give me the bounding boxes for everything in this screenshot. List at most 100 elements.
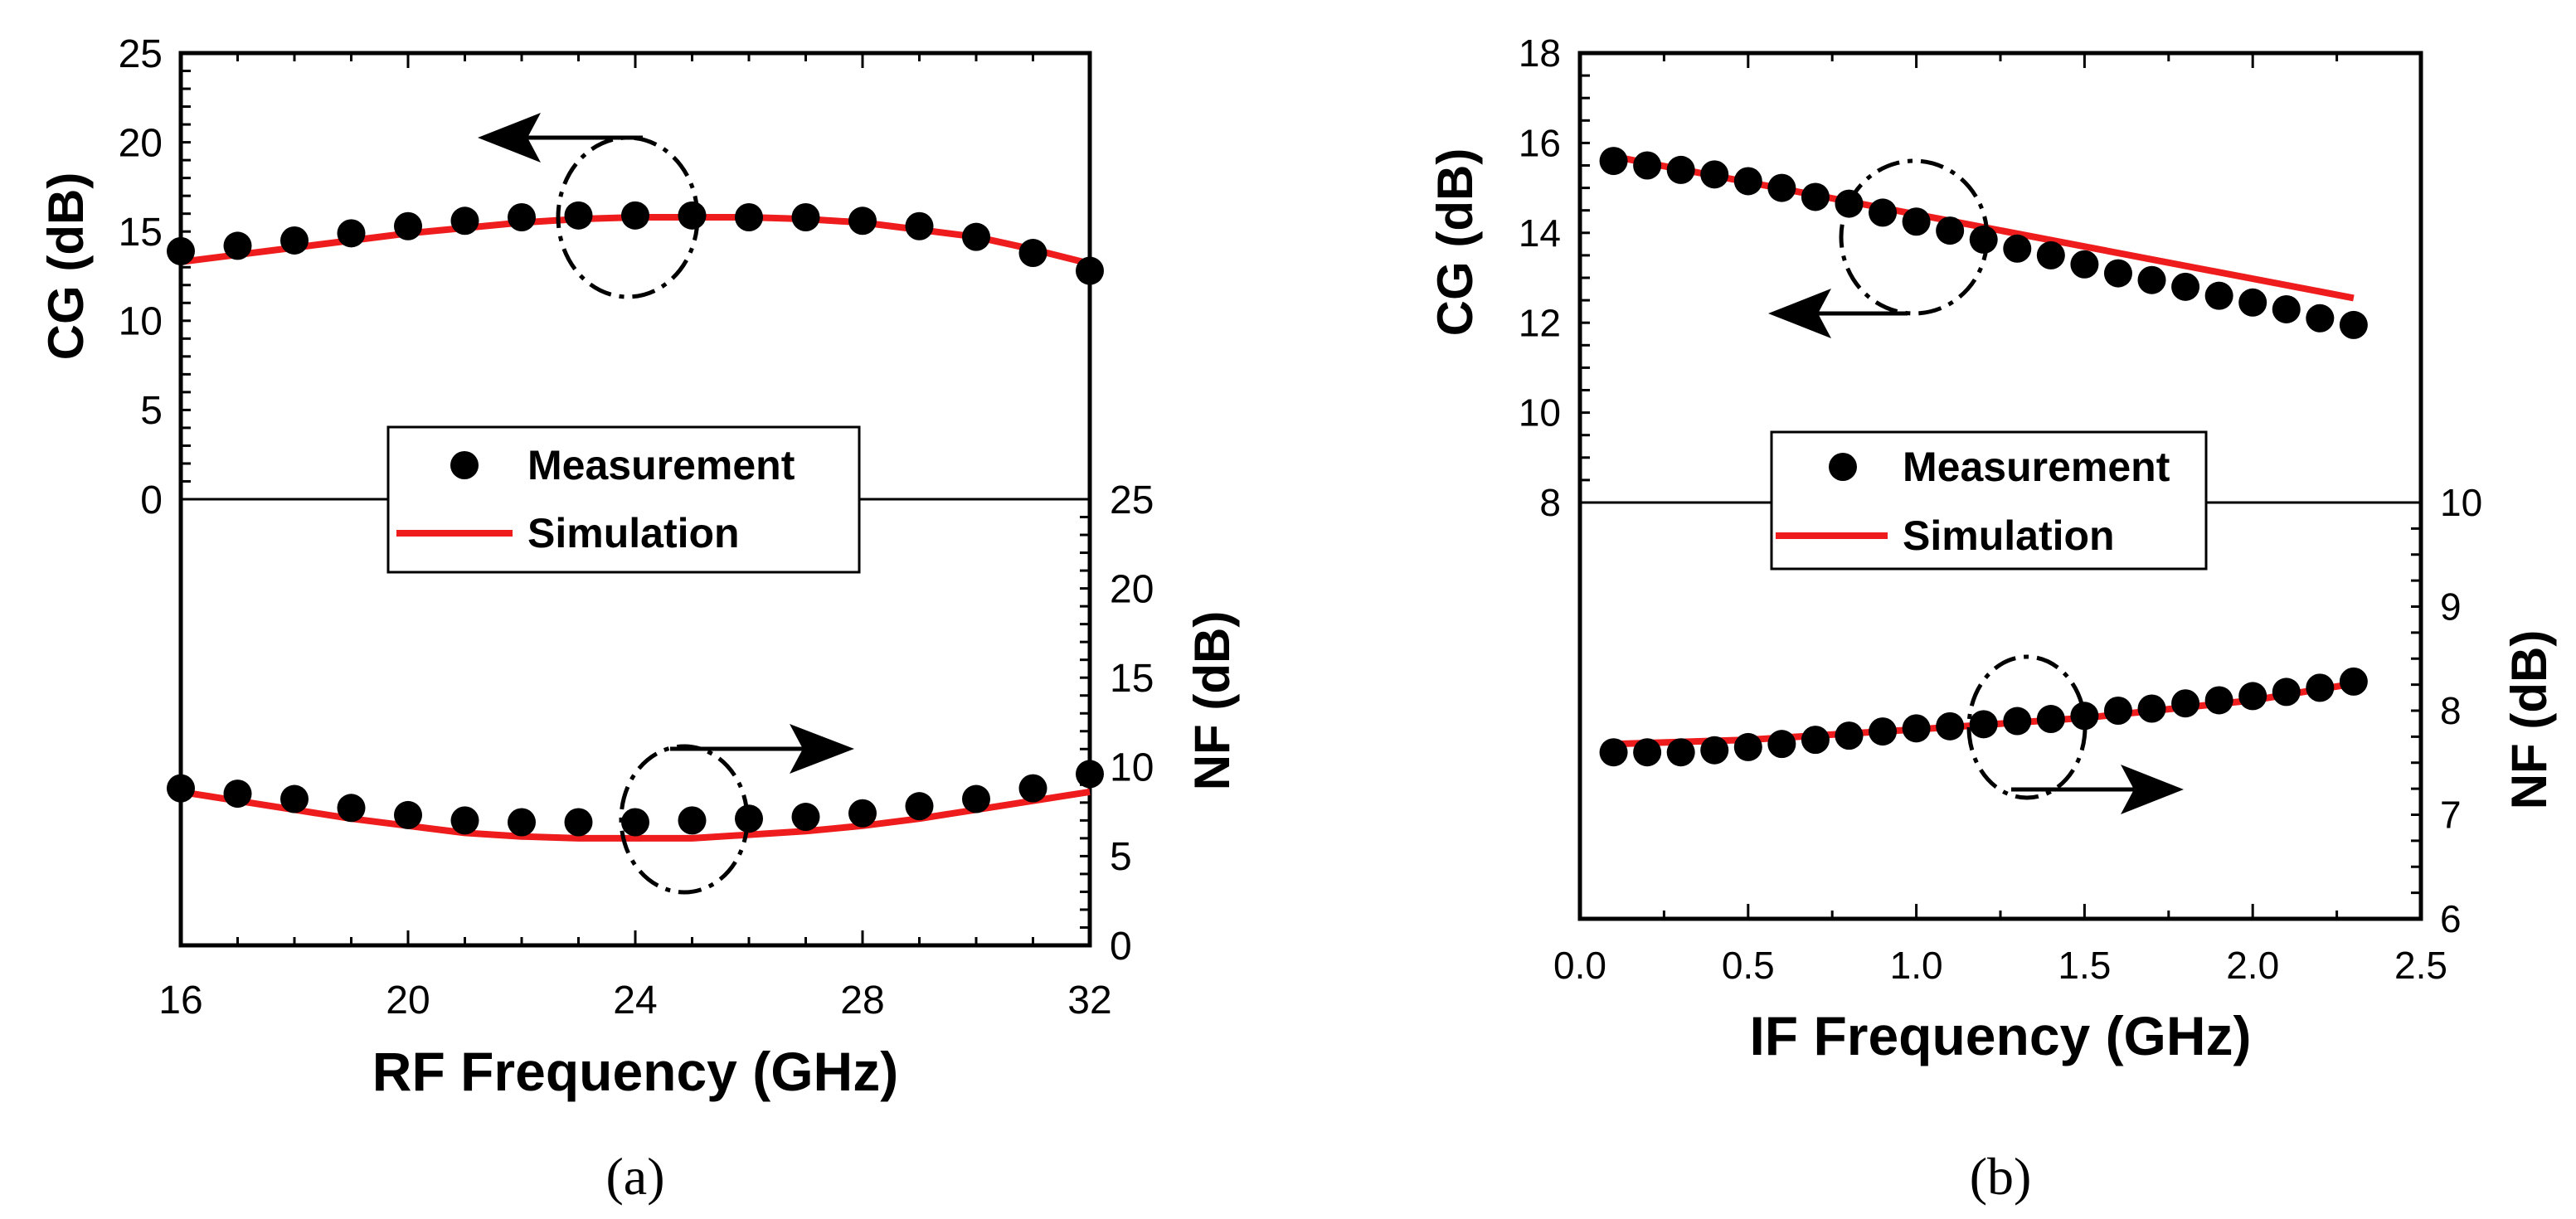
caption-a: (a) (605, 1147, 664, 1206)
measurement-point-nf (2003, 707, 2032, 736)
measurement-point-cg (735, 202, 763, 231)
y-right-tick-label: 20 (1110, 567, 1154, 611)
measurement-point-cg (1633, 151, 1662, 180)
measurement-point-nf (2306, 673, 2335, 702)
legend-label-simulation-a: Simulation (527, 510, 740, 556)
measurement-point-nf (621, 808, 649, 837)
measurement-point-cg (791, 202, 820, 231)
x-tick-label: 2.0 (2226, 944, 2279, 987)
measurement-point-cg (1018, 239, 1047, 268)
measurement-point-cg (167, 236, 195, 265)
y-right-tick-label: 5 (1110, 835, 1132, 879)
y-left-tick-label: 0 (140, 478, 163, 522)
panel-a: 16 20 24 28 32 0 5 10 15 20 25 0 5 10 15 20 25 Measure… (38, 32, 1240, 1206)
measurement-point-cg (2036, 240, 2065, 270)
y-left-tick-label: 14 (1519, 211, 1561, 255)
legend-label-measurement-b: Measurement (1903, 444, 2170, 490)
legend-marker-measurement-a (450, 451, 479, 479)
measurement-point-cg (1599, 147, 1628, 176)
measurement-point-cg (621, 201, 649, 230)
y-right-tick-label: 25 (1110, 478, 1154, 522)
y-right-tick-labels-a: 0 5 10 15 20 25 (1110, 478, 1154, 969)
x-tick-label: 24 (613, 979, 657, 1022)
arrow-left-icon (478, 113, 541, 163)
x-axis-label-a: RF Frequency (GHz) (372, 1041, 898, 1102)
measurement-point-nf (1902, 714, 1931, 743)
y-right-tick-label: 10 (1110, 746, 1154, 790)
measurement-point-nf (1018, 774, 1047, 803)
y-right-tick-label: 6 (2440, 897, 2462, 940)
measurement-point-nf (450, 806, 479, 835)
x-tick-labels-b: 0.0 0.5 1.0 1.5 2.0 2.5 (1553, 944, 2447, 987)
nf-circle-a (619, 744, 750, 895)
measurement-point-nf (1599, 738, 1628, 767)
measurement-point-cg (223, 231, 252, 260)
y-right-label-b: NF (dB) (2501, 630, 2557, 810)
y-left-tick-labels-b: 8 10 12 14 16 18 (1519, 32, 1561, 524)
legend-marker-measurement-b (1829, 453, 1857, 481)
y-left-tick-label: 10 (119, 300, 163, 344)
measurement-point-nf (508, 808, 536, 837)
measurement-point-nf (280, 784, 309, 813)
measurement-point-cg (1767, 173, 1796, 202)
measurement-point-cg (2238, 288, 2267, 317)
measurement-point-nf (1700, 736, 1729, 765)
simulation-line-nf-a (180, 788, 1091, 842)
measurement-point-nf (791, 803, 820, 832)
measurement-point-nf (564, 808, 593, 837)
measurement-point-nf (2171, 689, 2200, 718)
measurement-point-nf (1733, 732, 1762, 761)
y-left-tick-label: 5 (140, 389, 163, 433)
measurement-point-nf (1969, 710, 1998, 739)
measurement-point-cg (962, 222, 990, 251)
measurement-point-cg (280, 226, 309, 255)
y-left-label-a: CG (dB) (38, 172, 94, 361)
y-right-tick-label: 0 (1110, 925, 1132, 969)
measurement-point-nf (2204, 686, 2233, 715)
y-left-tick-label: 25 (119, 32, 163, 76)
x-tick-label: 16 (158, 979, 202, 1022)
legend-label-measurement-a: Measurement (527, 442, 795, 488)
y-right-tick-labels-b: 6 7 8 9 10 (2440, 481, 2482, 940)
y-left-tick-label: 16 (1519, 122, 1561, 165)
annotations-a (478, 113, 854, 895)
measurement-point-nf (962, 784, 990, 813)
y-left-tick-label: 20 (119, 121, 163, 165)
measurement-point-nf (1936, 711, 1965, 741)
measurement-point-nf (2272, 677, 2301, 707)
measurement-point-cg (1902, 207, 1931, 236)
measurement-point-nf (394, 800, 422, 829)
y-left-tick-label: 12 (1519, 301, 1561, 344)
measurement-point-cg (2070, 250, 2099, 279)
y-left-label-b: CG (dB) (1427, 148, 1483, 337)
measurement-point-nf (1801, 726, 1830, 755)
measurement-point-cg (1801, 182, 1830, 211)
measurement-point-cg (1666, 155, 1695, 184)
measurement-point-cg (905, 211, 934, 240)
x-tick-label: 32 (1067, 979, 1111, 1022)
measurement-point-nf (2238, 682, 2267, 711)
measurement-point-cg (2103, 259, 2132, 288)
measurement-point-cg (337, 219, 366, 248)
measurement-point-cg (1969, 225, 1998, 254)
x-tick-label: 0.5 (1722, 944, 1775, 987)
measurement-point-cg (1700, 160, 1729, 189)
x-tick-label: 1.5 (2058, 944, 2111, 987)
measurement-point-cg (2306, 304, 2335, 333)
caption-b: (b) (1970, 1147, 2032, 1206)
x-tick-label: 0.0 (1553, 944, 1606, 987)
measurement-point-cg (2003, 234, 2032, 263)
y-right-tick-label: 10 (2440, 481, 2482, 524)
measurement-point-cg (2171, 272, 2200, 301)
measurement-point-cg (2204, 281, 2233, 310)
measurement-point-nf (1835, 721, 1864, 750)
y-left-tick-label: 8 (1539, 481, 1561, 524)
measurement-point-nf (1076, 760, 1104, 789)
y-left-tick-labels-a: 0 5 10 15 20 25 (119, 32, 163, 522)
measurement-point-cg (1733, 167, 1762, 196)
y-left-tick-label: 18 (1519, 32, 1561, 75)
annotations-b (1768, 158, 2184, 814)
x-tick-label: 1.0 (1890, 944, 1943, 987)
measurement-point-nf (2036, 705, 2065, 734)
